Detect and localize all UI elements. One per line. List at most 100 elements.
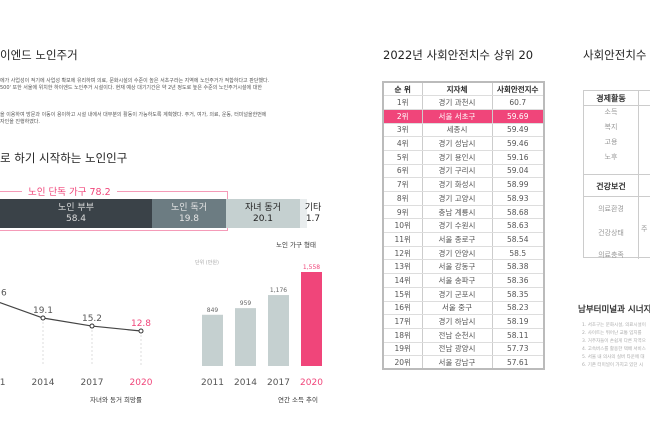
region-cell: 경기 성남시	[422, 136, 493, 151]
synergy-item: 1. 서초구는 문화시설, 의료시설이	[582, 323, 646, 328]
synergy-title: 남부터미널과 시너지	[578, 305, 650, 315]
item: 소득	[604, 108, 618, 116]
header-region: 지자체	[422, 82, 493, 97]
segment-value: 20.1	[252, 213, 274, 224]
region-cell: 경기 군포시	[422, 287, 493, 302]
ranking-row: 2위 서울 서초구 59.69	[383, 109, 545, 124]
point-label: 6	[1, 289, 7, 299]
header-rank: 순 위	[383, 82, 423, 97]
region-cell: 서울 중구	[422, 301, 493, 316]
rank-cell: 3위	[383, 123, 423, 138]
index-cell: 58.35	[492, 287, 545, 302]
ranking-row: 18위 전남 순천시 58.11	[383, 328, 545, 343]
bar-segment-children: 자녀 동거 20.1	[226, 199, 300, 228]
income-bar	[301, 272, 322, 366]
ranking-row: 15위 경기 군포시 58.35	[383, 287, 545, 302]
bar-value-label: 1,558	[303, 264, 320, 271]
ranking-row: 6위 경기 구리시 59.04	[383, 164, 545, 179]
divider	[584, 105, 650, 106]
synergy-item: 3. 거주자들이 손쉽게 다른 지역으	[582, 339, 646, 344]
index-cell: 58.11	[492, 328, 545, 343]
rank-cell: 5위	[383, 150, 423, 165]
year-label: 2020	[130, 378, 153, 388]
region-cell: 서울 강남구	[422, 355, 493, 370]
ranking-row: 19위 전남 광양시 57.73	[383, 342, 545, 357]
page-title: 이엔드 노인주거	[0, 48, 78, 62]
group-economy: 경제활동	[596, 94, 626, 103]
item: 노후	[604, 153, 618, 161]
ranking-row: 14위 서울 송파구 58.36	[383, 273, 545, 288]
year-label: 2014	[32, 378, 55, 388]
item: 의료환경	[598, 205, 624, 213]
line-series	[0, 302, 142, 332]
header-index: 사회안전지수	[492, 82, 545, 97]
income-bar	[202, 314, 223, 366]
bar-value-label: 849	[207, 307, 219, 314]
region-cell: 서울 서초구	[422, 109, 493, 124]
note: 주	[641, 225, 648, 233]
ranking-row: 1위 경기 과천시 60.7	[383, 95, 545, 110]
paragraph: 자인을 진행하였다.	[0, 119, 40, 125]
region-cell: 전남 순천시	[422, 328, 493, 343]
rank-cell: 17위	[383, 314, 423, 329]
group-health: 건강보건	[596, 182, 626, 191]
paragraph: 500' 또한 서울에 위치한 하이엔드 노인주거 시설이다. 현재 예상 대기…	[0, 85, 262, 91]
bar-value-label: 1,176	[270, 287, 287, 294]
index-cell: 60.7	[492, 95, 545, 110]
year-label: 2014	[234, 378, 257, 388]
region-cell: 경기 용인시	[422, 150, 493, 165]
region-cell: 경기 수원시	[422, 218, 493, 234]
index-cell: 58.99	[492, 177, 545, 192]
synergy-item: 4. 고속버스를 활용한 택배 서비스	[582, 347, 646, 352]
income-bar	[235, 308, 256, 366]
year-label: 2011	[0, 378, 5, 388]
single-household-label: 노인 단독 가구 78.2	[22, 184, 117, 198]
region-cell: 경기 하남시	[422, 314, 493, 329]
rank-cell: 18위	[383, 328, 423, 343]
rank-cell: 16위	[383, 301, 423, 316]
ranking-row: 3위 세종시 59.49	[383, 123, 545, 138]
line-point	[89, 323, 95, 329]
region-cell: 경기 화성시	[422, 177, 493, 192]
rank-cell: 13위	[383, 259, 423, 275]
ranking-row: 13위 서울 강동구 58.38	[383, 259, 545, 275]
income-bar-chart: 849 2011 959 2014 1,176 2017 1,558 2020	[201, 264, 323, 388]
bar-segment-alone: 노인 독거 19.8	[152, 199, 226, 228]
index-cell: 58.5	[492, 246, 545, 261]
point-label: 15.2	[82, 314, 102, 324]
rank-cell: 11위	[383, 232, 423, 247]
point-label: 12.8	[131, 319, 151, 329]
rank-cell: 14위	[383, 273, 423, 288]
line-chart: 6 2011 19.1 2014 15.2 2017 12.8 2020	[0, 289, 153, 388]
rank-cell: 10위	[383, 218, 423, 234]
segment-label: 노인 독거	[171, 202, 207, 213]
year-label: 2020	[300, 378, 323, 388]
synergy-item: 5. 서울 내 의사의 실버 타운에 대	[582, 355, 645, 360]
index-cell: 58.93	[492, 191, 545, 206]
ranking-row: 10위 경기 수원시 58.63	[383, 218, 545, 234]
region-cell: 경기 고양시	[422, 191, 493, 206]
ranking-row: 11위 서울 종로구 58.54	[383, 232, 545, 247]
ranking-row: 16위 서울 중구 58.23	[383, 301, 545, 316]
index-cell: 59.04	[492, 164, 545, 179]
ranking-row: 12위 경기 안양시 58.5	[383, 246, 545, 261]
section-title: 로 하기 시작하는 노인인구	[0, 151, 128, 165]
rank-cell: 20위	[383, 355, 423, 370]
index-cell: 57.73	[492, 342, 545, 357]
rank-cell: 6위	[383, 164, 423, 179]
region-cell: 세종시	[422, 123, 493, 138]
ranking-row: 8위 경기 고양시 58.93	[383, 191, 545, 206]
item: 복지	[604, 123, 618, 131]
household-caption: 노인 가구 형태	[276, 241, 317, 249]
rank-cell: 7위	[383, 177, 423, 192]
column-divider	[638, 91, 639, 259]
paragraph: 에가 사업성이 적기에 사업성 확보에 유리하며 의료, 문화시설의 수준이 높…	[0, 78, 270, 84]
region-cell: 경기 구리시	[422, 164, 493, 179]
segment-value: 19.8	[178, 213, 200, 224]
index-cell: 58.38	[492, 259, 545, 275]
ranking-row: 17위 경기 하남시 58.19	[383, 314, 545, 329]
segment-label: 기타	[304, 202, 322, 213]
income-bar	[268, 295, 289, 366]
bar-segment-other	[300, 199, 307, 228]
item: 건강상태	[598, 229, 624, 237]
